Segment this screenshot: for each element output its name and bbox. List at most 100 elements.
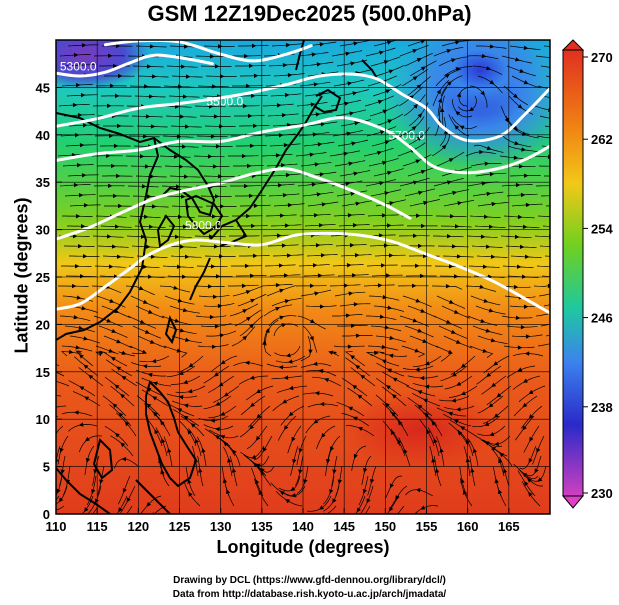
streamline-arrow <box>551 340 556 345</box>
streamline-arrow <box>381 213 387 218</box>
streamline <box>537 343 550 347</box>
streamline-arrow <box>527 478 532 483</box>
streamline-arrow <box>121 350 127 355</box>
streamline <box>543 45 550 47</box>
streamline-arrow <box>174 234 180 239</box>
streamline-arrow <box>243 183 249 189</box>
streamline-arrow <box>212 294 218 300</box>
streamline-arrow <box>139 154 145 159</box>
streamline-arrow <box>77 243 83 249</box>
streamline-arrow <box>484 161 490 166</box>
streamline-arrow <box>555 193 560 197</box>
streamline <box>536 135 550 139</box>
streamline-arrow <box>81 173 87 178</box>
streamline-arrow <box>413 103 418 109</box>
streamline-arrow <box>231 467 237 473</box>
x-tick-label: 155 <box>416 519 438 534</box>
streamline-arrow <box>420 169 426 175</box>
streamline-arrow <box>120 442 126 448</box>
streamline-arrow <box>318 368 324 374</box>
streamline-arrow <box>285 172 291 178</box>
streamline-arrow <box>256 413 262 419</box>
streamline-arrow <box>354 121 360 126</box>
coastlines <box>56 40 379 514</box>
streamline-arrow <box>319 401 325 407</box>
streamline-arrow <box>355 201 361 206</box>
streamline-arrow <box>446 48 452 54</box>
streamline-arrow <box>80 93 86 98</box>
streamline-arrow <box>525 202 531 208</box>
streamline-arrow <box>521 147 526 152</box>
x-tick-label: 110 <box>46 519 67 534</box>
streamline-arrow <box>116 366 122 371</box>
streamline-arrow <box>285 353 291 358</box>
streamline-arrow <box>380 263 386 268</box>
streamline-arrow <box>520 192 526 198</box>
colorbar-tick-label: 230 <box>591 486 613 501</box>
streamline-arrow <box>121 375 127 381</box>
streamline-arrow <box>315 243 321 248</box>
streamline-arrow <box>529 436 534 442</box>
streamline-arrow <box>420 223 426 229</box>
streamline-arrow <box>248 63 254 69</box>
streamline-arrow <box>486 145 492 151</box>
streamline-arrow <box>73 52 79 58</box>
streamline-arrow <box>386 368 392 373</box>
streamline-arrow <box>491 201 497 207</box>
streamline <box>364 505 371 514</box>
streamline-arrow <box>93 469 98 474</box>
streamline-arrow <box>147 309 153 314</box>
streamline-arrow <box>287 359 293 364</box>
y-axis-label: Latitude (degrees) <box>11 197 32 354</box>
streamline-arrow <box>490 254 496 259</box>
streamline-arrow <box>489 44 495 49</box>
streamline-arrow <box>217 174 223 179</box>
streamline-arrow <box>516 264 522 269</box>
streamline <box>535 55 550 58</box>
streamline-arrow <box>85 457 91 463</box>
streamline-arrow <box>250 93 256 99</box>
streamline-arrow <box>285 42 291 48</box>
streamline-arrow <box>520 324 526 330</box>
streamline-arrow <box>314 390 320 396</box>
streamline-arrow <box>385 273 391 278</box>
streamline-arrow <box>278 263 284 268</box>
streamline-arrow <box>56 435 57 441</box>
streamline-arrow <box>413 180 418 185</box>
streamline-arrow <box>248 193 254 199</box>
streamline-arrow <box>537 477 543 482</box>
streamline-arrow <box>106 234 112 239</box>
streamline-arrow <box>496 392 502 398</box>
streamline-arrow <box>353 453 358 459</box>
streamline-arrow <box>528 414 534 419</box>
streamline-arrow <box>251 43 257 49</box>
streamline-arrow <box>262 447 268 453</box>
streamline-arrow <box>82 123 88 128</box>
streamline <box>56 505 65 511</box>
streamline-arrow <box>211 344 217 350</box>
streamline-arrow <box>351 141 357 146</box>
streamline-arrow <box>60 469 65 475</box>
streamline <box>397 505 405 514</box>
streamline-arrow <box>146 501 152 507</box>
streamline-arrow <box>285 499 291 504</box>
streamline-arrow <box>284 425 289 431</box>
colorbar-gradient <box>562 49 584 497</box>
streamline-arrow <box>78 325 84 330</box>
streamline-arrow <box>472 448 478 454</box>
streamline-arrow <box>82 254 88 259</box>
streamline-arrow <box>309 283 315 289</box>
streamline-arrow <box>76 295 82 300</box>
streamline-arrow <box>284 299 290 304</box>
streamline <box>542 95 550 98</box>
streamline-arrow <box>337 479 342 485</box>
streamline-arrow <box>523 304 529 309</box>
streamline-arrow <box>174 104 180 109</box>
streamline-arrow <box>218 382 224 387</box>
streamline-arrow <box>347 213 353 218</box>
streamline-arrow <box>260 470 265 476</box>
streamline-arrow <box>358 516 364 522</box>
streamline-arrow <box>141 349 147 354</box>
colorbar-ticks: 270 262 254 246 238 230 <box>583 50 613 501</box>
streamline-arrow <box>489 431 495 437</box>
